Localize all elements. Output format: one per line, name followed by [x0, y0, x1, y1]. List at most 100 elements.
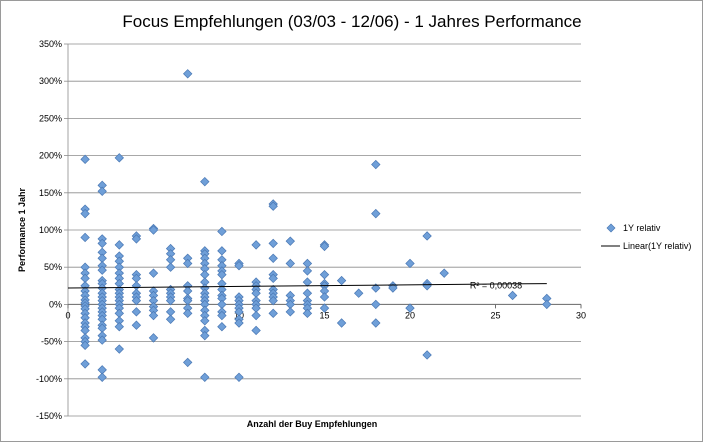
data-point [371, 208, 381, 219]
legend: 1Y relativ Linear(1Y relativ) [601, 223, 691, 251]
data-point [114, 240, 124, 250]
data-point [80, 340, 90, 351]
data-point [234, 318, 244, 328]
trend-line [67, 283, 547, 289]
data-point [507, 290, 518, 301]
data-point [319, 303, 330, 313]
data-point [217, 246, 227, 256]
y-tick-label: 0% [49, 299, 62, 309]
data-point [405, 258, 415, 269]
trendline-group: R² = 0,00038 [67, 280, 547, 290]
data-point [319, 292, 330, 302]
x-tick-label: 0 [65, 310, 70, 320]
y-tick-label: 300% [39, 76, 62, 86]
y-axis-label: Performance 1 Jahr [17, 187, 27, 272]
data-point [251, 325, 261, 336]
data-point [302, 277, 313, 287]
y-tick-label: 350% [39, 39, 62, 49]
data-point [97, 335, 107, 345]
data-point [268, 295, 278, 306]
grid-lines [68, 43, 581, 417]
x-tick-label: 25 [490, 310, 500, 320]
data-point [354, 288, 364, 298]
data-point [183, 258, 193, 269]
legend-series-label: 1Y relativ [623, 223, 661, 233]
y-tick-label: 200% [39, 151, 62, 161]
data-point [148, 333, 159, 343]
data-point [371, 283, 381, 293]
data-point [268, 308, 278, 319]
y-tick-label: 50% [44, 262, 62, 272]
data-point [422, 231, 432, 241]
data-point [165, 262, 176, 272]
chart-title: Focus Empfehlungen (03/03 - 12/06) - 1 J… [122, 12, 581, 31]
x-axis-label: Anzahl der Buy Empfehlungen [247, 419, 378, 429]
data-point [234, 261, 244, 271]
data-point [97, 265, 107, 275]
data-point [200, 330, 210, 341]
r-squared-label: R² = 0,00038 [470, 280, 522, 290]
data-point [319, 241, 330, 252]
data-point [148, 268, 159, 278]
y-tick-label: 250% [39, 113, 62, 123]
data-point [405, 303, 415, 313]
data-point [97, 238, 107, 249]
data-point [439, 268, 449, 278]
data-point [285, 307, 295, 317]
x-tick-labels: 051015202530 [65, 310, 586, 320]
data-point [114, 344, 124, 354]
data-point [183, 308, 193, 319]
data-point [131, 295, 142, 306]
y-tick-label: -100% [36, 374, 62, 384]
data-point [268, 238, 278, 249]
data-point [388, 283, 398, 293]
data-point [80, 154, 90, 165]
data-point [80, 232, 90, 243]
x-tick-label: 30 [576, 310, 586, 320]
data-point [422, 350, 432, 360]
data-point [183, 69, 193, 79]
data-point [285, 236, 295, 246]
data-point [131, 320, 142, 330]
data-point [251, 310, 261, 321]
data-point [371, 318, 381, 328]
data-point [268, 253, 278, 263]
y-tick-label: -150% [36, 411, 62, 421]
data-point [148, 225, 159, 235]
data-point [114, 322, 124, 332]
data-point [217, 310, 227, 321]
y-tick-label: -50% [41, 337, 62, 347]
x-tick-label: 20 [405, 310, 415, 320]
data-point [200, 316, 210, 326]
data-point [131, 307, 142, 317]
y-tick-label: 150% [39, 188, 62, 198]
data-point [114, 153, 124, 163]
data-point [285, 258, 295, 269]
data-point [131, 234, 142, 244]
data-point [97, 372, 107, 383]
data-point [165, 314, 176, 324]
data-point [217, 322, 227, 332]
legend-trend-label: Linear(1Y relativ) [623, 241, 691, 251]
data-point [371, 299, 381, 310]
data-point [97, 186, 107, 197]
data-point [200, 372, 210, 383]
data-point [319, 269, 330, 280]
x-tick-label: 15 [319, 310, 329, 320]
y-tick-label: 100% [39, 225, 62, 235]
data-point [302, 266, 313, 276]
data-point [80, 359, 90, 369]
data-point [542, 299, 552, 310]
data-point [336, 318, 347, 328]
data-point [234, 372, 244, 383]
data-points [80, 69, 552, 383]
data-point [217, 226, 227, 237]
data-point [268, 273, 278, 284]
data-point [217, 269, 227, 280]
data-point [165, 295, 176, 306]
y-tick-labels: -150% -100% -50% 0% 50% 100% 150% 200% 250% 300% 3… [36, 39, 62, 421]
data-point [302, 308, 313, 319]
legend-series-marker [606, 223, 616, 233]
data-point [80, 208, 90, 219]
